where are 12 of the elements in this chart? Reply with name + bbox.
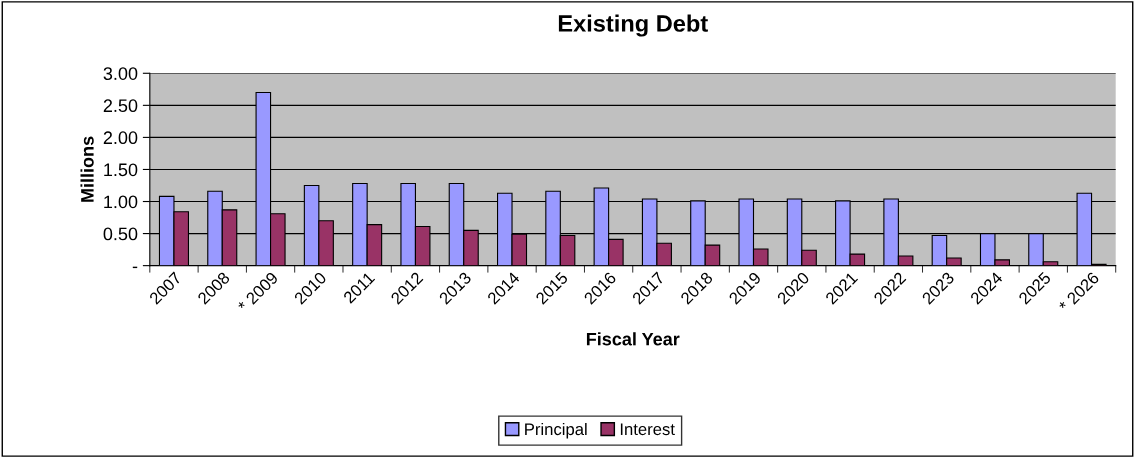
chart-title: Existing Debt <box>558 14 708 37</box>
legend-label: Principal <box>525 422 587 439</box>
y-tick-label: - <box>132 266 138 269</box>
y-tick-label: 3.00 <box>103 67 138 80</box>
y-axis-title: Millions <box>80 136 94 202</box>
x-axis-title: Fiscal Year <box>586 332 680 346</box>
y-tick-label: 1.50 <box>104 163 138 177</box>
legend-label: Interest <box>620 423 675 436</box>
y-tick-label: 0.50 <box>103 227 138 241</box>
y-tick-label: 2.00 <box>103 131 138 145</box>
y-tick-label: 1.00 <box>104 195 138 209</box>
y-tick-label: 2.50 <box>103 99 138 113</box>
